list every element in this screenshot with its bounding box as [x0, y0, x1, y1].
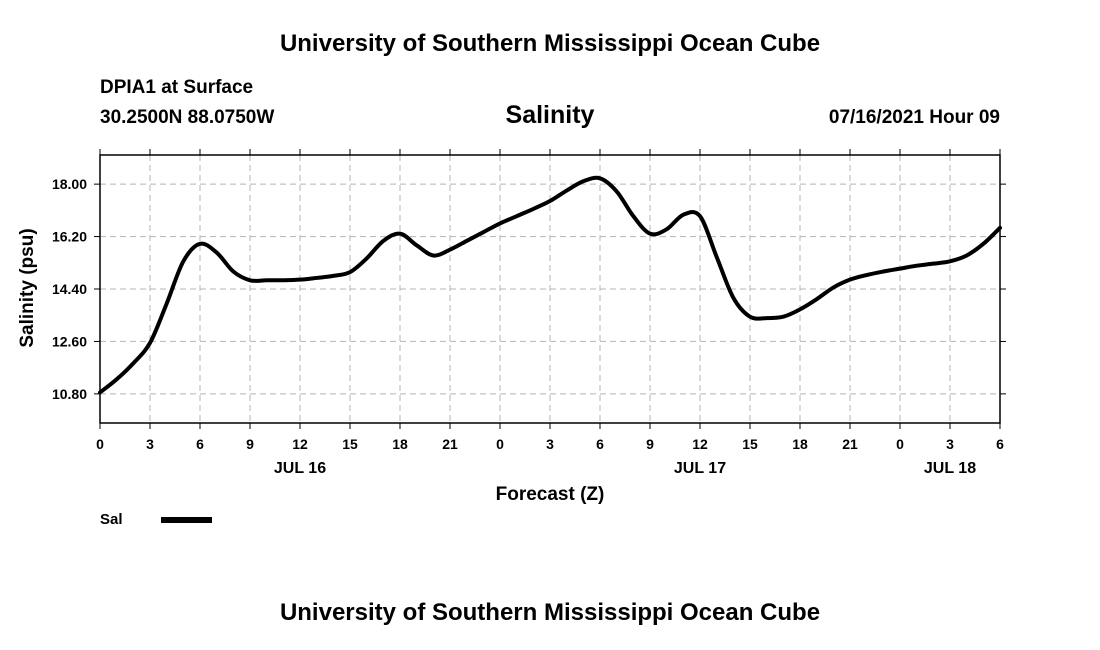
date-label: JUL 17 — [674, 460, 726, 477]
date-label: JUL 18 — [924, 460, 976, 477]
x-tick-label: 0 — [96, 436, 104, 452]
x-axis-label: Forecast (Z) — [496, 484, 605, 505]
grid-lines — [100, 155, 1000, 423]
x-tick-label: 3 — [146, 436, 154, 452]
x-tick-label: 3 — [946, 436, 954, 452]
x-tick-label: 15 — [742, 436, 758, 452]
y-tick-label: 10.80 — [52, 386, 87, 402]
x-tick-label: 0 — [896, 436, 904, 452]
variable-title: Salinity — [505, 101, 595, 129]
x-tick-label: 18 — [392, 436, 408, 452]
x-tick-label: 6 — [196, 436, 204, 452]
series-line-sal — [98, 175, 1002, 395]
forecast-timestamp: 07/16/2021 Hour 09 — [828, 107, 1000, 128]
x-tick-label: 12 — [292, 436, 308, 452]
x-tick-label: 6 — [996, 436, 1004, 452]
y-tick-label: 12.60 — [52, 333, 87, 349]
x-tick-label: 0 — [496, 436, 504, 452]
series-lines — [98, 175, 1002, 395]
x-tick-label: 9 — [246, 436, 254, 452]
x-tick-label: 12 — [692, 436, 708, 452]
x-tick-label: 15 — [342, 436, 358, 452]
y-axis-label: Salinity (psu) — [17, 228, 38, 347]
footer-title: University of Southern Mississippi Ocean… — [279, 599, 821, 626]
page-title: University of Southern Mississippi Ocean… — [279, 30, 821, 57]
y-tick-label: 16.20 — [52, 229, 87, 245]
legend-label-sal: Sal — [100, 511, 123, 528]
station-coordinates: 30.2500N 88.0750W — [100, 107, 275, 128]
x-tick-label: 21 — [842, 436, 858, 452]
station-label: DPIA1 at Surface — [100, 77, 254, 98]
x-tick-label: 6 — [596, 436, 604, 452]
x-axis-ticks: 0 3 6 9 12 15 18 21 0 3 6 9 12 15 18 21 0 3 6 JUL 16 JUL 17 J… — [96, 149, 1004, 477]
y-tick-label: 14.40 — [52, 281, 87, 297]
x-tick-label: 21 — [442, 436, 458, 452]
x-tick-label: 9 — [646, 436, 654, 452]
y-tick-label: 18.00 — [52, 176, 87, 192]
date-label: JUL 16 — [274, 460, 326, 477]
x-tick-label: 3 — [546, 436, 554, 452]
x-tick-label: 18 — [792, 436, 808, 452]
y-axis-ticks: 10.80 12.60 14.40 16.20 18.00 — [52, 176, 1006, 402]
